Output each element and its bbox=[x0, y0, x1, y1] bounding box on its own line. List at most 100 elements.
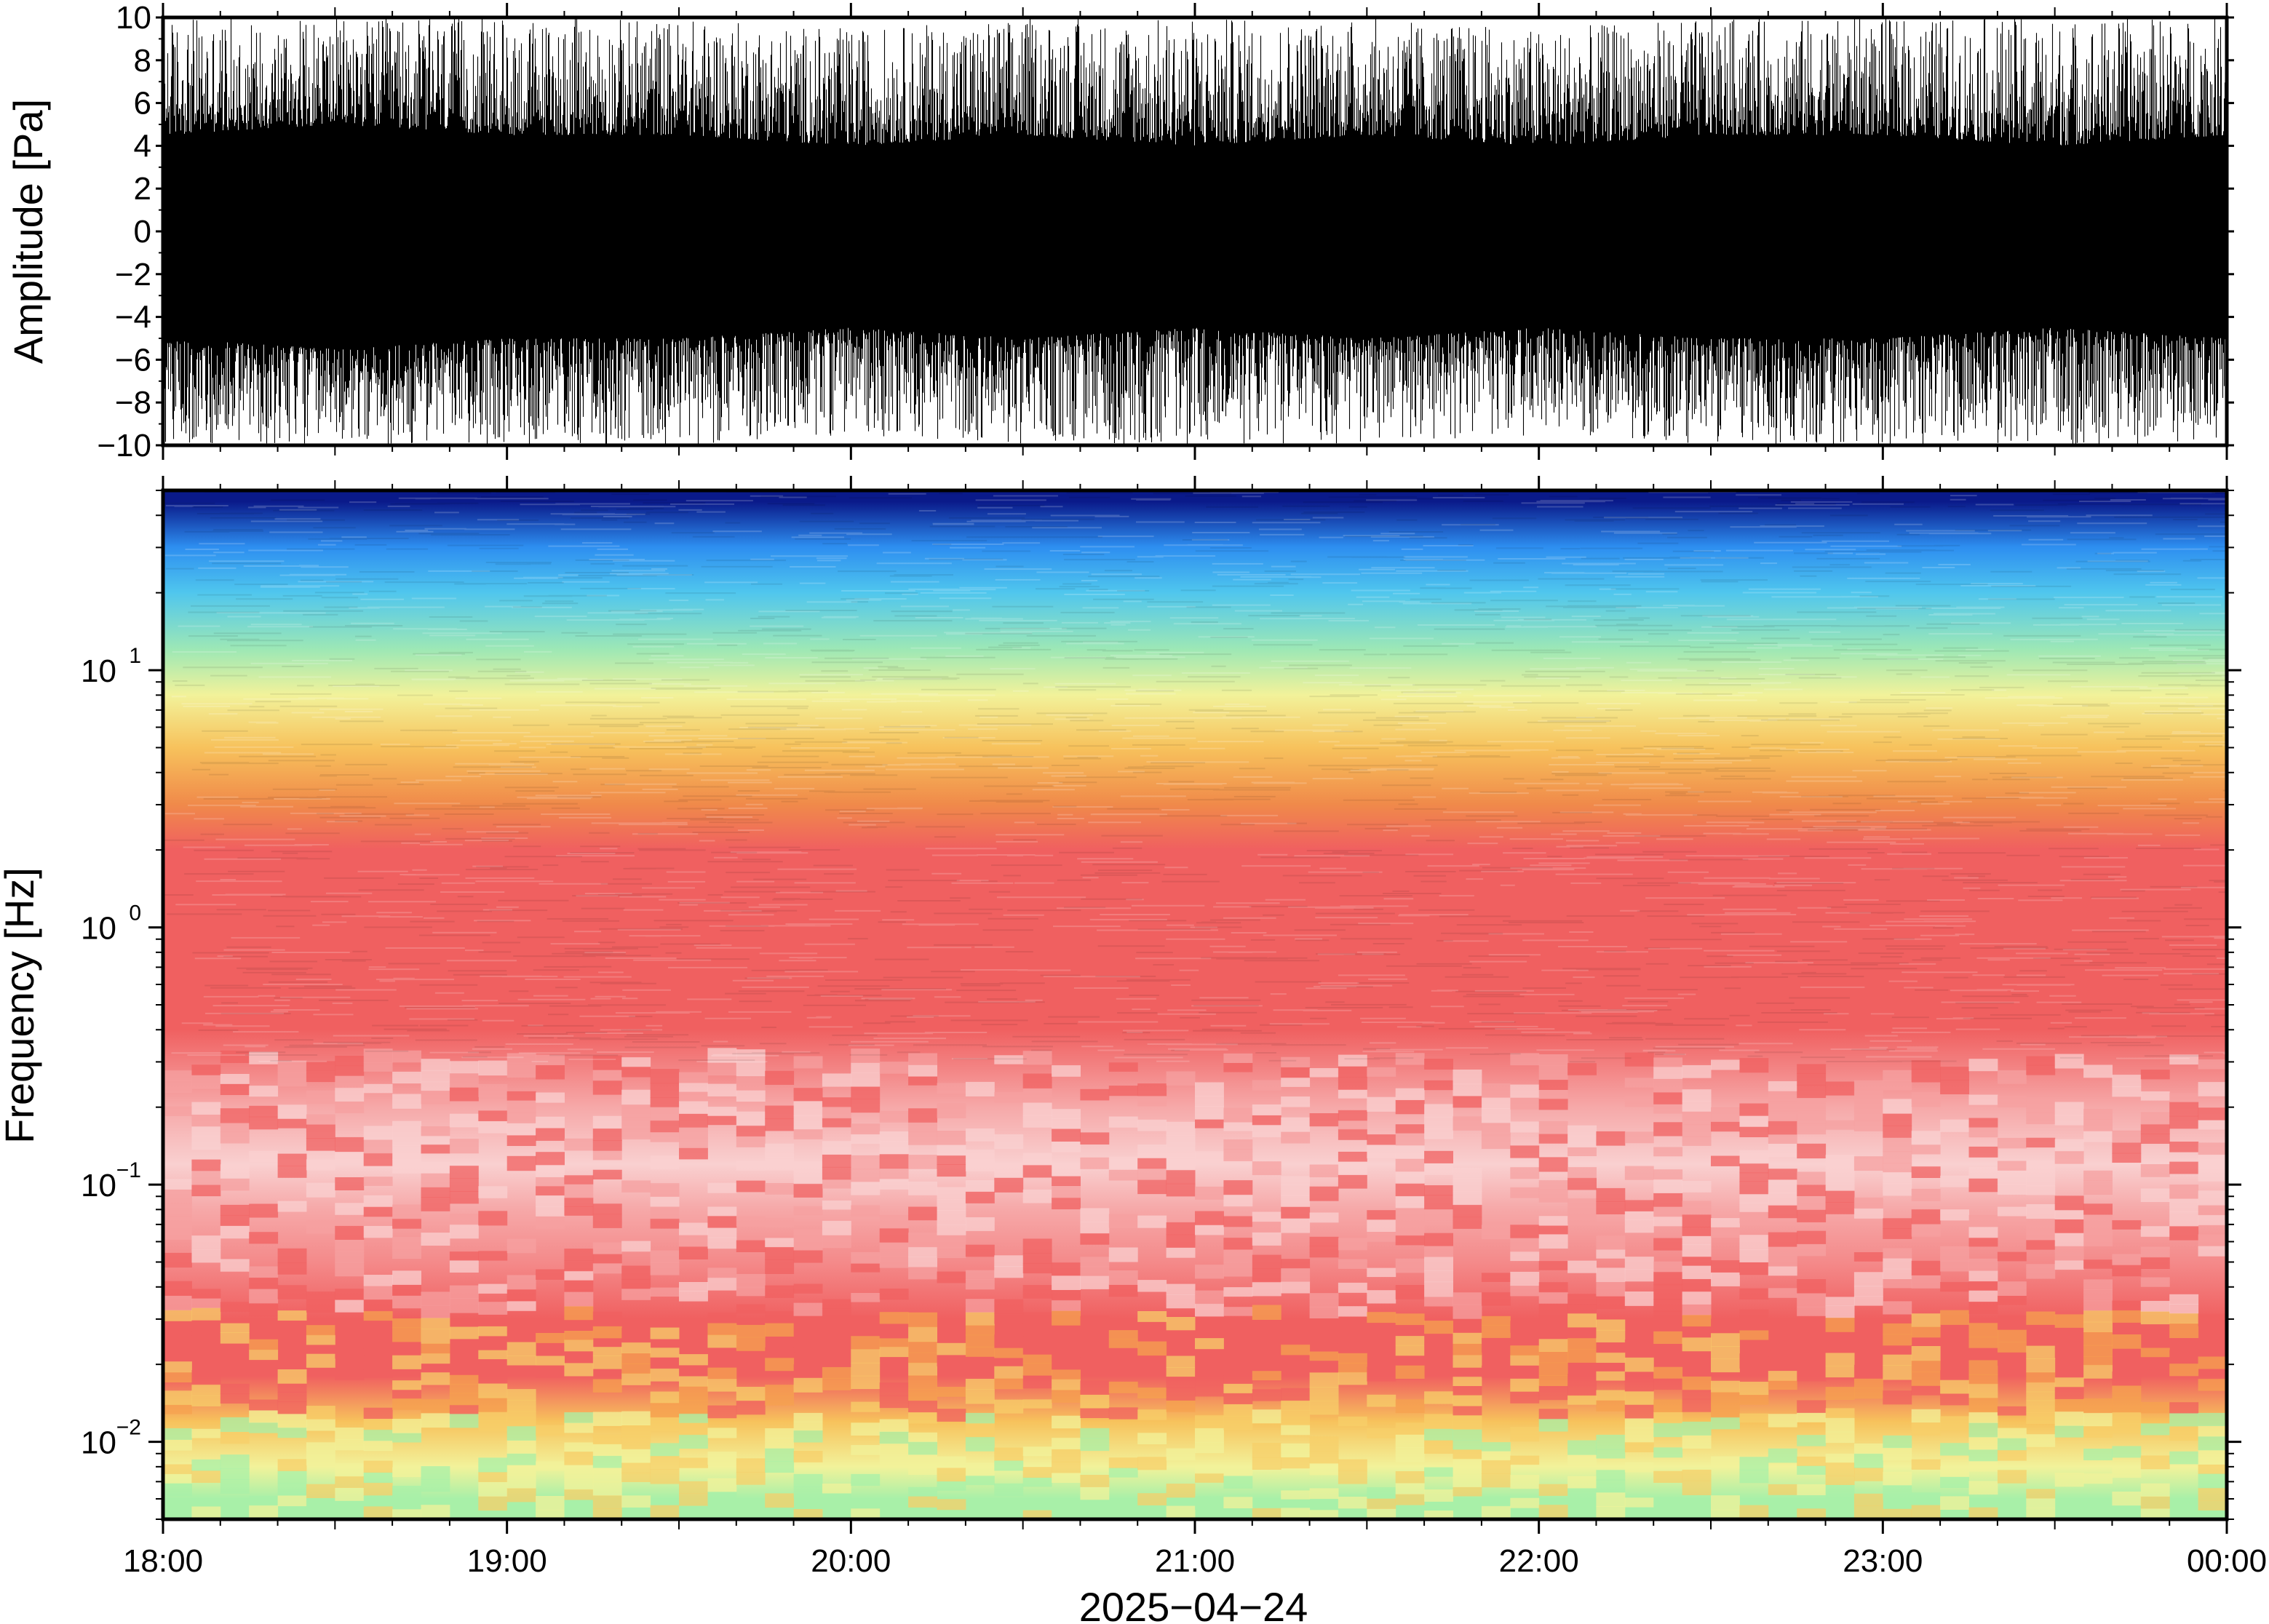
spectrogram-cell bbox=[650, 1120, 680, 1133]
spectrogram-cell bbox=[363, 1126, 393, 1140]
spectrogram-cell bbox=[1195, 1082, 1224, 1096]
spectrogram-cell bbox=[421, 1399, 450, 1414]
spectrogram-cell bbox=[1481, 1097, 1511, 1109]
spectrogram-cell bbox=[1739, 1181, 1769, 1195]
spectrogram-cell bbox=[249, 1277, 279, 1289]
spectrogram-cell bbox=[1711, 1121, 1740, 1132]
spectrogram-cell bbox=[1624, 1200, 1654, 1211]
spectrogram-cell bbox=[1510, 1271, 1540, 1286]
spectrogram-cell bbox=[851, 1123, 881, 1135]
spectrogram-cell bbox=[2083, 1235, 2113, 1246]
spectrogram-cell bbox=[1080, 1222, 1110, 1234]
spectrogram-cell bbox=[1022, 1115, 1052, 1128]
spectrogram-cell bbox=[965, 1150, 995, 1162]
spectrogram-cell bbox=[1624, 1257, 1654, 1270]
spectrogram-cell bbox=[2112, 1220, 2142, 1230]
spectrogram-cell bbox=[879, 1324, 909, 1339]
spectrogram-cell bbox=[621, 1364, 651, 1374]
spectrogram-cell bbox=[421, 1343, 450, 1354]
spectrogram-cell bbox=[392, 1218, 421, 1229]
spectrogram-cell bbox=[335, 1462, 365, 1477]
spectrogram-cell bbox=[392, 1380, 421, 1390]
spectrogram-cell bbox=[1453, 1083, 1482, 1096]
spectrogram-cell bbox=[1252, 1389, 1281, 1401]
spectrogram-cell bbox=[1883, 1447, 1912, 1461]
spectrogram-cell bbox=[908, 1206, 937, 1221]
spectrogram-cell bbox=[392, 1389, 421, 1399]
spectrogram-cell bbox=[2112, 1423, 2142, 1433]
spectrogram-cell bbox=[793, 1509, 823, 1519]
spectrogram-cell bbox=[1653, 1399, 1683, 1412]
spectrogram-cell bbox=[564, 1291, 594, 1307]
spectrogram-cell bbox=[736, 1337, 766, 1351]
spectrogram-cell bbox=[2198, 1190, 2227, 1206]
spectrogram-cell bbox=[765, 1438, 795, 1449]
spectrogram-cell bbox=[1453, 1406, 1482, 1416]
spectrogram-cell bbox=[1911, 1131, 1941, 1145]
spectrogram-cell bbox=[1223, 1149, 1253, 1161]
spectrogram-cell bbox=[1682, 1291, 1712, 1305]
spectrogram-cell bbox=[592, 1495, 622, 1509]
spectrogram-cell bbox=[765, 1493, 795, 1508]
spectrogram-cell bbox=[965, 1436, 995, 1452]
spectrogram-cell bbox=[506, 1289, 536, 1302]
spectrogram-cell bbox=[220, 1393, 250, 1404]
spectrogram-cell bbox=[1338, 1151, 1367, 1162]
spectrogram-cell bbox=[277, 1483, 307, 1496]
spectrogram-cell bbox=[765, 1259, 795, 1274]
spectrogram-cell bbox=[1510, 1097, 1540, 1110]
spectrogram-cell bbox=[879, 1131, 909, 1142]
spectrogram-cell bbox=[851, 1155, 881, 1170]
spectrogram-cell bbox=[1911, 1166, 1941, 1178]
spectrogram-cell bbox=[650, 1287, 680, 1297]
spectrogram-cell bbox=[1797, 1456, 1827, 1466]
spectrogram-cell bbox=[707, 1379, 737, 1392]
spectrogram-cell bbox=[1940, 1370, 1969, 1380]
spectrogram-cell bbox=[1538, 1409, 1568, 1420]
spectrogram-cell bbox=[2026, 1056, 2056, 1066]
spectrogram-cell bbox=[1052, 1118, 1081, 1129]
spectrogram-cell bbox=[765, 1183, 795, 1195]
spectrogram-cell bbox=[1281, 1410, 1311, 1425]
spectrogram-cell bbox=[1166, 1317, 1196, 1331]
spectrogram-cell bbox=[851, 1072, 881, 1087]
spectrogram-cell bbox=[908, 1432, 937, 1442]
spectrogram-cell bbox=[1997, 1206, 2027, 1217]
spectrogram-cell bbox=[1510, 1238, 1540, 1252]
spectrogram-cell bbox=[1424, 1246, 1453, 1257]
spectrogram-cell bbox=[2198, 1205, 2227, 1216]
spectrogram-cell bbox=[707, 1491, 737, 1505]
spectrogram-cell bbox=[1052, 1507, 1081, 1519]
spectrogram-cell bbox=[1768, 1205, 1797, 1219]
spectrogram-cell bbox=[1968, 1237, 1998, 1247]
spectrogram-cell bbox=[1252, 1211, 1281, 1222]
spectrogram-cell bbox=[1682, 1376, 1712, 1390]
spectrogram-cell bbox=[2083, 1279, 2113, 1290]
spectrogram-cell bbox=[421, 1135, 450, 1145]
spectrogram-cell bbox=[1538, 1089, 1568, 1099]
spectrogram-cell bbox=[793, 1206, 823, 1216]
spectrogram-cell bbox=[163, 1080, 192, 1093]
spectrogram-cell bbox=[1022, 1189, 1052, 1203]
spectrogram-cell bbox=[1797, 1306, 1827, 1316]
spectrogram-cell bbox=[965, 1422, 995, 1438]
spectrogram-image bbox=[163, 490, 2227, 1519]
spectrogram-cell bbox=[793, 1430, 823, 1443]
spectrogram-cell bbox=[1997, 1449, 2027, 1461]
spectrogram-cell bbox=[392, 1295, 421, 1309]
spectrogram-cell bbox=[2026, 1098, 2056, 1113]
spectrogram-cell bbox=[220, 1417, 250, 1432]
spectrogram-cell bbox=[2083, 1310, 2113, 1323]
spectrogram-cell bbox=[1338, 1363, 1367, 1373]
spectrogram-cell bbox=[392, 1398, 421, 1410]
spectrogram-cell bbox=[1825, 1168, 1855, 1179]
spectrogram-cell bbox=[1338, 1174, 1367, 1189]
spectrogram-cell bbox=[1797, 1195, 1827, 1210]
spectrogram-cell bbox=[1281, 1490, 1311, 1500]
spectrogram-cell bbox=[937, 1271, 966, 1283]
spectrogram-cell bbox=[2054, 1398, 2084, 1412]
spectrogram-cell bbox=[1395, 1145, 1425, 1159]
spectrogram-cell bbox=[1768, 1081, 1797, 1091]
spectrogram-cell bbox=[163, 1281, 192, 1296]
spectrogram-cell bbox=[822, 1106, 851, 1119]
